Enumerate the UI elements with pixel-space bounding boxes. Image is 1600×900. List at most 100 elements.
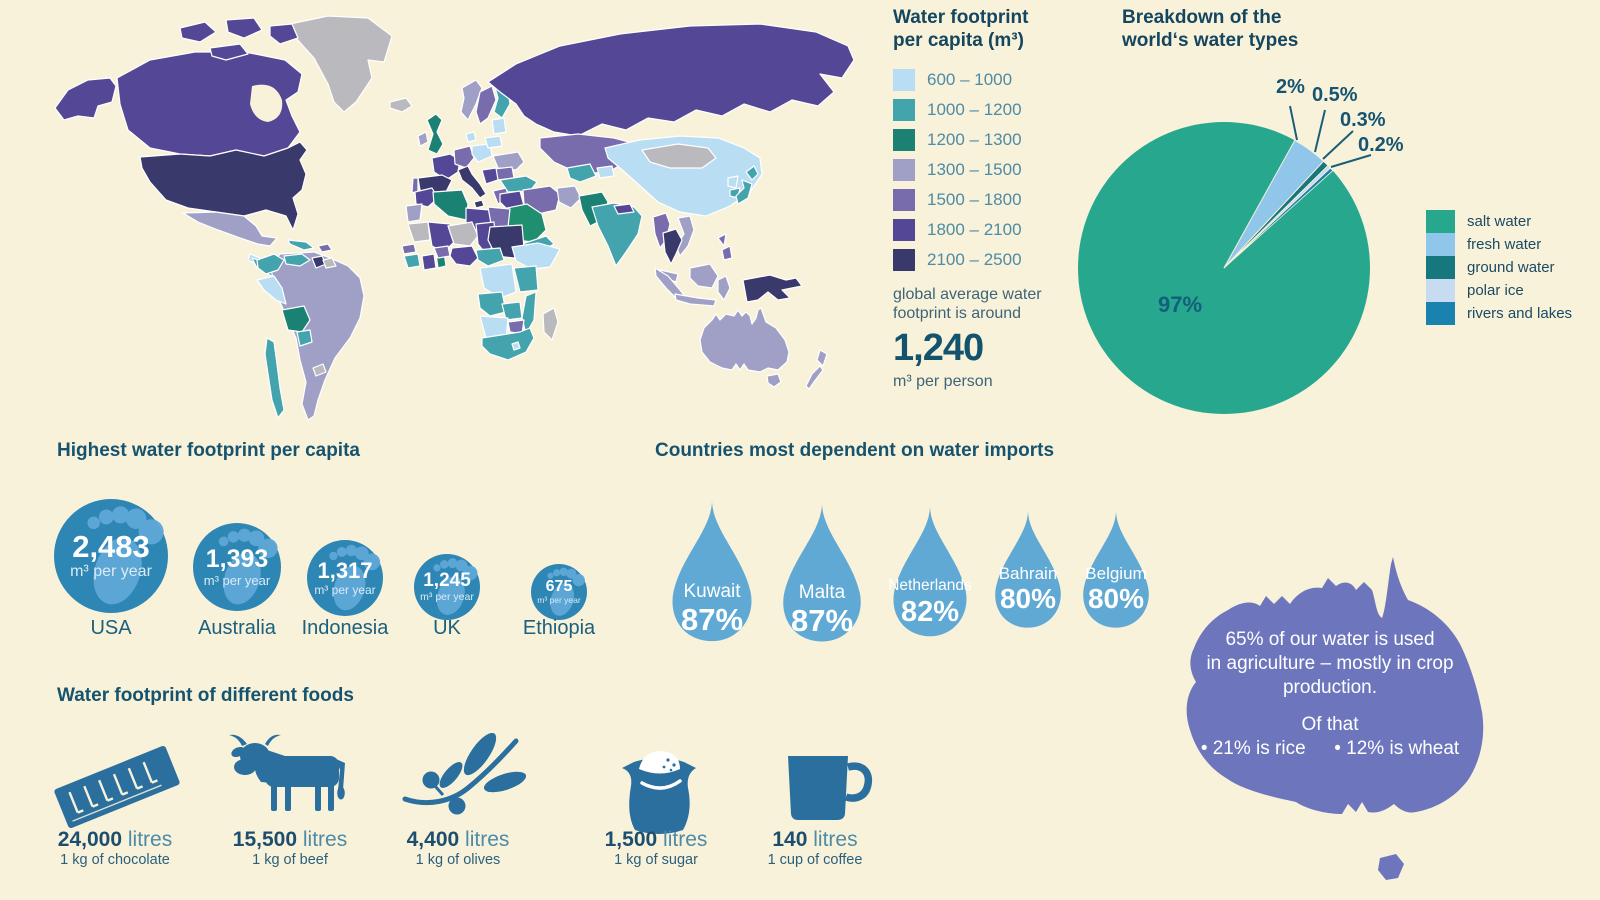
map-region-japan [745, 165, 759, 181]
drop-percentage: 80% [1087, 582, 1145, 614]
legend-row: 1300 – 1500 [893, 159, 1043, 181]
coffee-mug-icon [788, 756, 873, 820]
footprint-value: 1,393 [205, 545, 269, 574]
map-region-bolivia [281, 305, 311, 333]
map-region-arctic-island [225, 17, 263, 39]
map-region-chile [264, 337, 285, 419]
pie-legend-label: ground water [1467, 259, 1555, 276]
drop-percentage: 80% [999, 582, 1057, 614]
legend-row: 1000 – 1200 [893, 99, 1043, 121]
map-region-mozambique [521, 291, 537, 335]
pie-main-label: 97% [1158, 292, 1203, 317]
map-region-uk [426, 113, 444, 155]
drop-netherlands: Netherlands 82% [881, 503, 979, 655]
map-region-senegal [401, 243, 417, 255]
footprint-value: 675 [545, 577, 573, 595]
map-legend: Water footprint per capita (m³) 600 – 10… [893, 6, 1043, 391]
food-desc: 1 kg of olives [415, 852, 501, 868]
drop-country: Belgium [1085, 563, 1147, 583]
legend-range-label: 1300 – 1500 [927, 160, 1022, 179]
footprint-circle-indonesia: 1,317 m³ per year [307, 540, 383, 616]
map-region-philippines [717, 233, 727, 247]
map-region-alaska [54, 77, 117, 121]
map-region-philippines [721, 245, 733, 261]
legend-range-label: 1200 – 1300 [927, 130, 1022, 149]
footprint-value: 2,483 [72, 528, 150, 564]
map-region-lesotho [511, 341, 521, 351]
pie-legend-swatch-icon [1426, 233, 1455, 256]
chocolate-bar-icon [54, 745, 180, 829]
legend-swatch-icon [893, 99, 915, 121]
food-unit: litres [465, 828, 510, 851]
map-region-nepal [613, 203, 635, 215]
legend-swatch-icon [893, 189, 915, 211]
legend-swatch-icon [893, 69, 915, 91]
australia-note-bullets: • 21% is rice • 12% is wheat [1165, 737, 1495, 761]
food-value-line: 1,500 litres 1 kg of sugar [556, 828, 756, 868]
map-region-ukraine [492, 151, 525, 171]
global-average-unit: m³ per person [893, 373, 993, 390]
map-region-france [431, 153, 461, 181]
pie-callout-ground-water: 0.5% [1312, 84, 1358, 106]
sugar-sack-icon [622, 751, 696, 834]
map-region-colombia [256, 253, 285, 275]
pie-legend-swatch-icon [1426, 302, 1455, 325]
map-region-peru [256, 275, 287, 305]
map-region-norway [460, 79, 483, 121]
map-region-papua-new-guinea [742, 274, 803, 303]
australia-bullet-wheat: • 12% is wheat [1334, 738, 1460, 759]
footprint-country-label: Australia [198, 617, 276, 639]
legend-range-label: 1500 – 1800 [927, 190, 1022, 209]
map-region-kyrgyzstan [596, 165, 615, 179]
pie-callout-polar-ice: 0.3% [1340, 109, 1386, 131]
footprint-circle-ethiopia: 675 m³ per year [531, 564, 587, 620]
map-region-ivory-coast [421, 253, 437, 271]
pie-legend-row: polar ice [1426, 279, 1572, 302]
olive-branch-icon [402, 733, 527, 815]
pie-legend-row: fresh water [1426, 233, 1572, 256]
pie-legend-label: rivers and lakes [1467, 305, 1573, 322]
map-region-arctic-island [269, 23, 299, 45]
footprint-country-label: USA [90, 617, 132, 639]
footprint-icon [329, 544, 381, 611]
map-region-thailand [662, 228, 683, 265]
map-region-ireland [417, 131, 429, 147]
footprint-country-label: UK [433, 617, 461, 639]
footprint-country-label: Indonesia [301, 617, 389, 639]
map-region-turkey [499, 175, 538, 193]
legend-range-label: 1800 – 2100 [927, 220, 1022, 239]
map-region-angola [477, 291, 507, 317]
legend-row: 1200 – 1300 [893, 129, 1043, 151]
food-value-line: 15,500 litres 1 kg of beef [190, 828, 390, 868]
map-region-russia [487, 23, 855, 137]
note-line2: footprint is around [893, 305, 1022, 322]
map-region-mongolia [641, 143, 717, 169]
footprint-icon [218, 528, 278, 605]
map-region-japan [735, 179, 753, 205]
pie-legend-swatch-icon [1426, 210, 1455, 233]
map-region-cameroon-car [475, 247, 505, 267]
australia-map-icon [1186, 557, 1484, 880]
pie-legend-swatch-icon [1426, 256, 1455, 279]
pie-legend-row: salt water [1426, 210, 1572, 233]
map-region-venezuela [283, 253, 311, 267]
map-legend-title: Water footprint per capita (m³) [893, 6, 1043, 52]
water-drop-icon [1083, 510, 1149, 628]
drop-malta: Malta 87% [770, 500, 874, 658]
food-value: 4,400 [406, 828, 460, 851]
map-region-morocco [414, 187, 439, 208]
map-region-algeria [432, 189, 469, 221]
food-value: 140 [772, 828, 808, 851]
legend-row: 1800 – 2100 [893, 219, 1043, 241]
map-region-uzbekistan [566, 163, 597, 183]
map-region-balkans [481, 167, 499, 185]
map-region-mauritania [407, 221, 431, 243]
footprints-heading: Highest water footprint per capita [57, 440, 360, 461]
drop-percentage: 87% [680, 601, 744, 637]
map-region-australia [699, 307, 790, 373]
map-legend-title-line1: Water footprint [893, 7, 1029, 28]
pie-title: Breakdown of the world‘s water types [1122, 6, 1298, 52]
footprint-country-label: Ethiopia [522, 617, 596, 639]
footprint-unit: m³ per year [70, 563, 152, 581]
